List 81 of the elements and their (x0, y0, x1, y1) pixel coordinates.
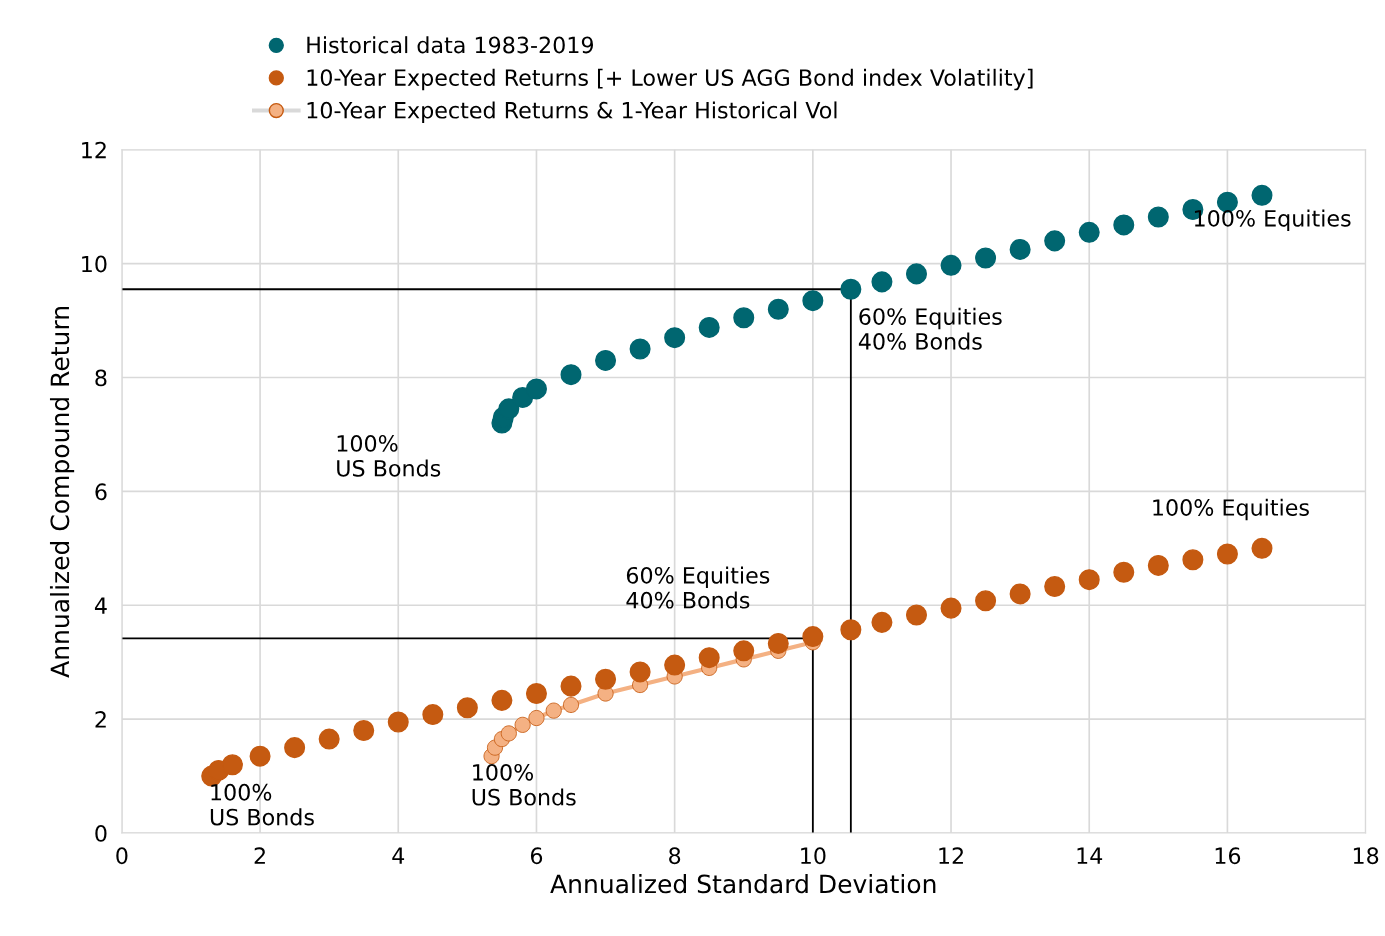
point (975, 590, 997, 612)
point (1009, 583, 1031, 605)
point (767, 632, 789, 654)
point (940, 254, 962, 276)
point (767, 298, 789, 320)
point (698, 316, 720, 338)
point (698, 647, 720, 669)
point (1078, 569, 1100, 591)
point (940, 597, 962, 619)
point (284, 737, 306, 759)
point (1113, 561, 1135, 583)
point (595, 349, 617, 371)
point (871, 611, 893, 633)
point (1216, 543, 1238, 565)
point (664, 654, 686, 676)
y-tick-label: 10 (82, 255, 107, 273)
annotation: 100% US Bonds (210, 783, 314, 826)
x-tick-label: 6 (530, 847, 543, 865)
point (249, 745, 271, 767)
point (456, 697, 478, 719)
x-tick-label: 16 (1215, 847, 1241, 865)
point (525, 378, 547, 400)
point (629, 338, 651, 360)
annotation: 100% US Bonds (472, 763, 576, 806)
point (1147, 206, 1169, 228)
point (560, 364, 582, 386)
annotation: 100% Equities (1194, 209, 1351, 232)
annotation: 60% Equities 40% Bonds (858, 307, 1002, 350)
point (1251, 537, 1273, 559)
x-tick-label: 0 (116, 847, 128, 865)
point (733, 640, 755, 662)
point (353, 720, 375, 742)
point (802, 626, 824, 648)
legend-label: Historical data 1983-2019 (307, 36, 594, 54)
point (560, 675, 582, 697)
point (1251, 184, 1273, 206)
point (840, 278, 862, 300)
annotation: 60% Equities 40% Bonds (626, 566, 770, 609)
point (629, 661, 651, 683)
point (1078, 221, 1100, 243)
annotation: 100% Equities (1153, 498, 1309, 521)
point (221, 754, 243, 776)
point (422, 704, 444, 726)
point (318, 728, 340, 750)
point (491, 689, 513, 711)
x-tick-label: 14 (1077, 847, 1103, 864)
y-tick-label: 6 (95, 483, 107, 501)
point (1009, 238, 1031, 260)
point (595, 668, 617, 690)
point (525, 683, 547, 705)
y-tick-label: 2 (95, 711, 106, 728)
legend-label: 10-Year Expected Returns & 1-Year Historical Vol (307, 101, 837, 123)
x-tick-label: 10 (801, 847, 826, 865)
y-tick-label: 4 (94, 597, 107, 614)
point (387, 711, 409, 733)
point (1147, 554, 1169, 576)
y-tick-label: 12 (82, 141, 106, 159)
annotation: 100% US Bonds (337, 434, 441, 477)
point (1044, 230, 1066, 252)
x-tick-label: 8 (669, 847, 681, 865)
point (1113, 214, 1135, 236)
point (664, 327, 686, 349)
point (498, 398, 520, 420)
x-tick-label: 2 (254, 847, 265, 864)
point (905, 604, 928, 626)
x-tick-label: 4 (392, 847, 405, 864)
point (871, 271, 893, 293)
x-axis-title: Annualized Standard Deviation (550, 873, 936, 894)
point (840, 619, 862, 641)
x-tick-label: 12 (939, 847, 963, 864)
y-axis-title: Annualized Compound Return (49, 307, 75, 678)
point (733, 307, 755, 329)
x-tick-label: 18 (1353, 847, 1379, 865)
point (905, 263, 928, 285)
point (975, 247, 997, 269)
y-tick-label: 8 (95, 369, 107, 387)
y-tick-label: 0 (95, 824, 107, 842)
point (1182, 549, 1204, 571)
point (1044, 575, 1066, 598)
point (802, 290, 824, 312)
legend-label: 10-Year Expected Returns [+ Lower US AGG Bond index Volatility] (307, 68, 1033, 91)
